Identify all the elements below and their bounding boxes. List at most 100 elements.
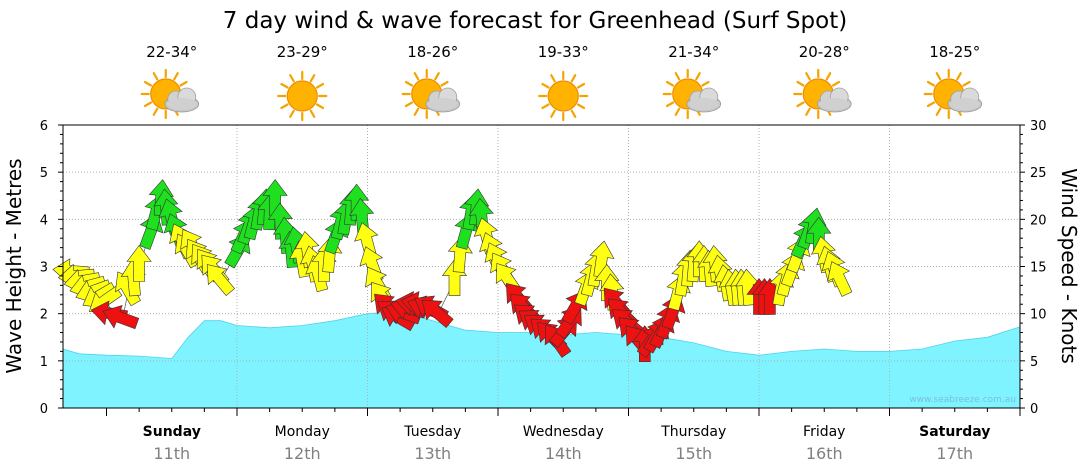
left-tick-label: 3	[40, 261, 48, 276]
cloud-fill	[688, 98, 719, 110]
sunny-icon	[538, 70, 589, 122]
right-axis-ticks: 0 5 10 15 20 25 30	[1020, 119, 1047, 417]
right-tick-label: 25	[1030, 166, 1047, 181]
wind-arrow	[126, 245, 152, 282]
sun-ray	[541, 82, 550, 89]
plot-area	[52, 124, 1021, 409]
sun-ray	[143, 80, 153, 87]
left-tick-label: 4	[40, 213, 48, 228]
sun-ray	[152, 107, 159, 116]
sun-ray	[695, 72, 701, 81]
left-tick-label: 2	[40, 308, 48, 323]
sun-ray	[143, 101, 153, 108]
sun-ray	[570, 74, 577, 83]
day-name: Sunday	[143, 424, 201, 440]
wind-arrow	[421, 299, 454, 328]
day-name: Thursday	[660, 424, 726, 440]
wind-arrow	[827, 261, 853, 297]
left-tick-label: 6	[40, 119, 48, 134]
day-temperature: 20-28°	[799, 43, 850, 61]
sun-ray	[674, 107, 681, 116]
wind-speed-layer	[52, 179, 853, 363]
sunny-icon	[277, 70, 328, 122]
right-tick-label: 5	[1030, 355, 1038, 370]
cloud-fill	[819, 98, 850, 110]
sun-ray	[309, 74, 316, 83]
x-axis-ticks	[106, 408, 1021, 416]
day-temperature: 22-34°	[146, 43, 197, 61]
partly-cloudy-icon	[923, 68, 983, 120]
sun-ray	[701, 80, 710, 87]
right-axis-title: Wind Speed - Knots	[1057, 168, 1080, 364]
partly-cloudy-icon	[140, 68, 200, 120]
day-date: 15th	[675, 444, 712, 463]
sun-ray	[413, 72, 420, 81]
day-name: Wednesday	[523, 424, 604, 440]
chart-title: 7 day wind & wave forecast for Greenhead…	[223, 8, 847, 34]
sun-ray	[315, 82, 325, 89]
cloud	[425, 87, 461, 113]
right-tick-label: 0	[1030, 402, 1038, 417]
left-axis-ticks: 0 1 2 3 4 5 6	[40, 119, 63, 417]
sun-ray	[926, 80, 936, 87]
sun-ray	[576, 103, 586, 110]
day-date: 14th	[545, 444, 582, 463]
sun-ray	[926, 101, 936, 108]
sun-ray	[280, 82, 289, 89]
sun-ray	[179, 80, 188, 87]
cloud-fill	[949, 98, 980, 110]
day-temperature: 19-33°	[538, 43, 589, 61]
sun-ray	[434, 72, 440, 81]
wind-arrow	[102, 304, 140, 330]
right-tick-label: 30	[1030, 119, 1047, 134]
left-tick-label: 1	[40, 355, 48, 370]
wind-arrow	[206, 264, 235, 297]
partly-cloudy-icon	[401, 68, 461, 120]
sun-ray	[550, 109, 556, 118]
wave-height-layer	[62, 310, 1021, 409]
right-tick-label: 20	[1030, 213, 1047, 228]
day-date: 11th	[153, 444, 190, 463]
sun-ray	[805, 107, 811, 116]
day-temperature: 23-29°	[277, 43, 328, 61]
sun-ray	[956, 72, 962, 81]
left-tick-label: 0	[40, 402, 48, 417]
sun-ray	[152, 72, 159, 81]
sun-ray	[289, 74, 295, 83]
sun-ray	[309, 109, 316, 118]
wave-height-area	[62, 310, 1021, 409]
cloud	[816, 87, 852, 113]
day-name: Tuesday	[403, 424, 461, 440]
sun-ray	[173, 72, 179, 81]
sun-ray	[570, 109, 577, 118]
sun-ray	[404, 80, 414, 87]
sun-ray	[825, 72, 832, 81]
sun-ray	[674, 72, 681, 81]
weather-header: 22-34° 23-29° 18-26° 19-33° 21-34° 20-28° 18-2…	[140, 43, 983, 122]
sun-ray	[550, 74, 556, 83]
sun-ray	[280, 103, 289, 110]
sun-ray	[541, 103, 550, 110]
sun-disc	[286, 80, 318, 112]
right-tick-label: 15	[1030, 261, 1047, 276]
left-tick-label: 5	[40, 166, 48, 181]
sun-ray	[796, 80, 805, 87]
day-date: 13th	[414, 444, 451, 463]
partly-cloudy-icon	[662, 68, 722, 120]
sun-ray	[413, 107, 420, 116]
cloud	[164, 87, 200, 113]
cloud	[947, 87, 983, 113]
sun-ray	[935, 72, 942, 81]
sun-ray	[315, 103, 325, 110]
sun-ray	[935, 107, 942, 116]
sun-ray	[576, 82, 586, 89]
sun-ray	[962, 80, 971, 87]
day-date: 12th	[284, 444, 321, 463]
sun-disc	[547, 80, 579, 112]
sun-ray	[289, 109, 295, 118]
sun-ray	[831, 80, 841, 87]
partly-cloudy-icon	[793, 68, 852, 120]
sun-ray	[665, 80, 675, 87]
sun-ray	[665, 101, 675, 108]
